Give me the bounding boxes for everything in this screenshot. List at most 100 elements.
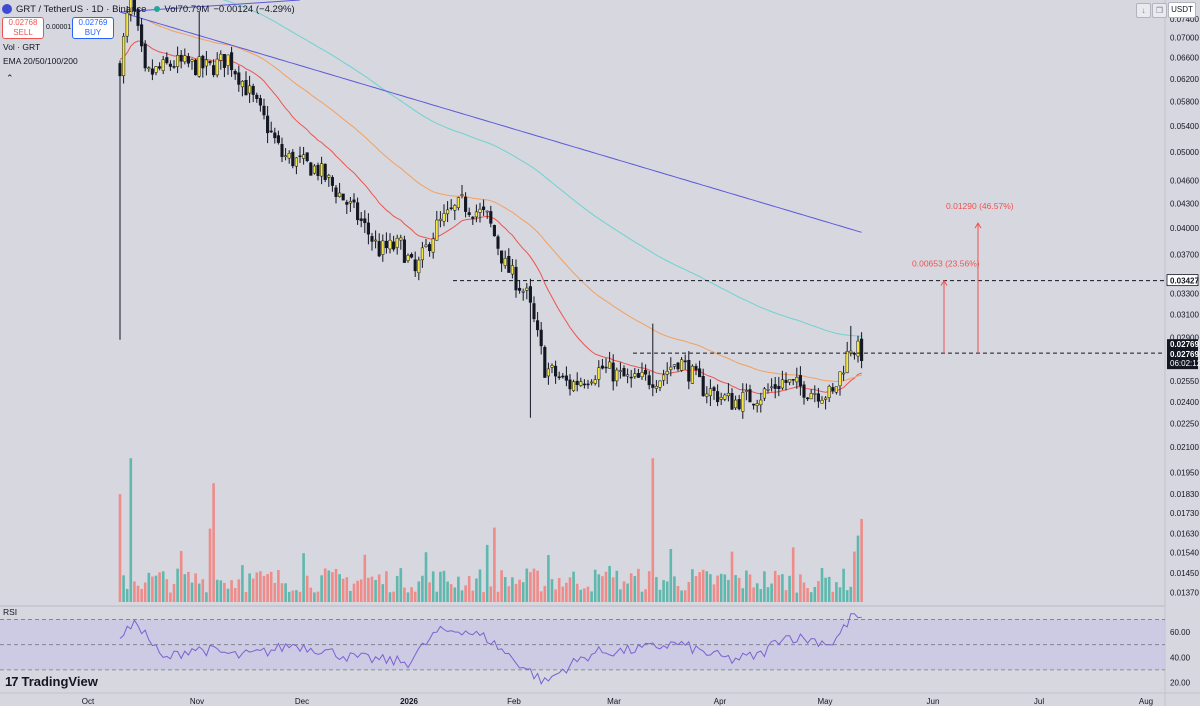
rsi-indicator-label[interactable]: RSI bbox=[3, 607, 18, 617]
volume-bar bbox=[763, 571, 766, 602]
bear-candle bbox=[698, 368, 702, 378]
time-tick-label: Jul bbox=[1034, 697, 1044, 706]
volume-bar bbox=[579, 589, 583, 602]
bull-candle bbox=[795, 377, 799, 383]
volume-bar bbox=[716, 575, 719, 602]
ema-indicator-label[interactable]: EMA 20/50/100/200 bbox=[3, 56, 78, 66]
volume-bar bbox=[853, 551, 856, 602]
volume-bar bbox=[370, 576, 374, 602]
volume-bar bbox=[406, 592, 410, 602]
bull-candle bbox=[593, 379, 597, 384]
volume-bar bbox=[309, 587, 313, 602]
bear-candle bbox=[212, 65, 216, 76]
bear-candle bbox=[334, 187, 338, 197]
collapse-indicators-icon[interactable]: ⌃ bbox=[6, 73, 14, 83]
volume-bar bbox=[291, 590, 295, 602]
target-arrowhead bbox=[940, 279, 948, 286]
sell-button[interactable]: 0.02768 SELL bbox=[2, 17, 44, 39]
copy-icon[interactable]: ❐ bbox=[1152, 3, 1167, 18]
volume-bar bbox=[248, 573, 251, 602]
bear-candle bbox=[266, 115, 270, 134]
volume-bar bbox=[136, 585, 140, 602]
bear-candle bbox=[482, 206, 486, 210]
volume-bar bbox=[169, 592, 172, 602]
bear-candle bbox=[676, 362, 680, 370]
volume-bar bbox=[151, 576, 154, 602]
volume-bar bbox=[676, 586, 680, 602]
bull-candle bbox=[672, 364, 676, 367]
bull-candle bbox=[294, 157, 298, 167]
time-tick-label: Oct bbox=[82, 697, 95, 706]
volume-bar bbox=[122, 575, 125, 602]
bear-candle bbox=[392, 241, 396, 250]
bull-candle bbox=[572, 381, 576, 391]
volume-bar bbox=[575, 583, 579, 602]
volume-bar bbox=[644, 589, 647, 602]
volume-bar bbox=[367, 577, 370, 602]
volume-bar bbox=[777, 575, 781, 602]
time-axis: Oct Nov Dec 2026 Feb Mar Apr May Jun Jul Aug bbox=[82, 697, 1153, 706]
currency-select[interactable]: USDT bbox=[1168, 2, 1196, 18]
volume-bar bbox=[356, 580, 359, 602]
bull-candle bbox=[856, 340, 860, 357]
time-tick-label: Nov bbox=[190, 697, 204, 706]
bear-candle bbox=[532, 303, 536, 320]
volume-bar bbox=[118, 494, 122, 602]
rsi-line bbox=[119, 613, 862, 685]
volume-bar bbox=[824, 577, 827, 602]
bear-candle bbox=[341, 193, 345, 201]
volume-indicator-label[interactable]: Vol · GRT bbox=[3, 42, 41, 52]
volume-bar bbox=[284, 583, 287, 602]
bear-candle bbox=[208, 60, 212, 64]
bear-candle bbox=[604, 366, 608, 369]
price-change: −0.00124 (−4.29%) bbox=[213, 3, 295, 15]
bear-candle bbox=[716, 391, 720, 403]
bear-candle bbox=[471, 216, 475, 219]
bull-candle bbox=[820, 399, 824, 404]
bull-candle bbox=[521, 290, 525, 293]
bear-candle bbox=[561, 375, 565, 378]
price-tick-label: 0.05800 bbox=[1170, 98, 1199, 107]
volume-bar bbox=[417, 581, 421, 602]
volume-bar bbox=[845, 590, 849, 602]
bear-candle bbox=[377, 241, 381, 257]
bear-candle bbox=[255, 94, 259, 99]
bear-candle bbox=[611, 362, 615, 382]
bull-candle bbox=[597, 367, 601, 380]
target-label: 0.01290 (46.57%) bbox=[946, 201, 1014, 211]
bear-candle bbox=[683, 360, 687, 363]
volume-bar bbox=[439, 571, 442, 602]
volume-bar bbox=[381, 584, 385, 602]
bear-candle bbox=[636, 373, 640, 378]
levels bbox=[453, 280, 1165, 354]
volume-bar bbox=[467, 576, 471, 602]
bear-candle bbox=[687, 359, 691, 382]
volume-bar bbox=[586, 586, 590, 602]
rsi-tick-label: 40.00 bbox=[1170, 653, 1191, 662]
symbol-title[interactable]: GRT / TetherUS · 1D · Binance bbox=[16, 3, 147, 15]
price-tick-label: 0.04600 bbox=[1170, 177, 1199, 186]
volume-bar bbox=[212, 483, 215, 602]
volume-value: Vol70.79M bbox=[164, 3, 210, 15]
volume-bar bbox=[856, 535, 860, 602]
volume-bar bbox=[536, 570, 539, 602]
download-icon[interactable]: ↓ bbox=[1136, 3, 1151, 18]
bear-candle bbox=[564, 375, 568, 381]
volume-bar bbox=[860, 518, 863, 602]
bull-candle bbox=[320, 163, 324, 177]
volume-bar bbox=[611, 577, 615, 602]
bear-candle bbox=[366, 222, 370, 235]
volume-bar bbox=[179, 550, 183, 602]
volume-bar bbox=[298, 591, 302, 602]
bear-candle bbox=[237, 72, 241, 85]
volume-bar bbox=[723, 574, 727, 602]
bear-candle bbox=[168, 63, 172, 67]
price-tick-label: 0.02100 bbox=[1170, 443, 1199, 452]
bear-candle bbox=[118, 63, 122, 77]
buy-button[interactable]: 0.02769 BUY bbox=[72, 17, 114, 39]
volume-bar bbox=[471, 590, 475, 602]
volume-bar bbox=[601, 576, 604, 602]
volume-bar bbox=[788, 575, 791, 602]
